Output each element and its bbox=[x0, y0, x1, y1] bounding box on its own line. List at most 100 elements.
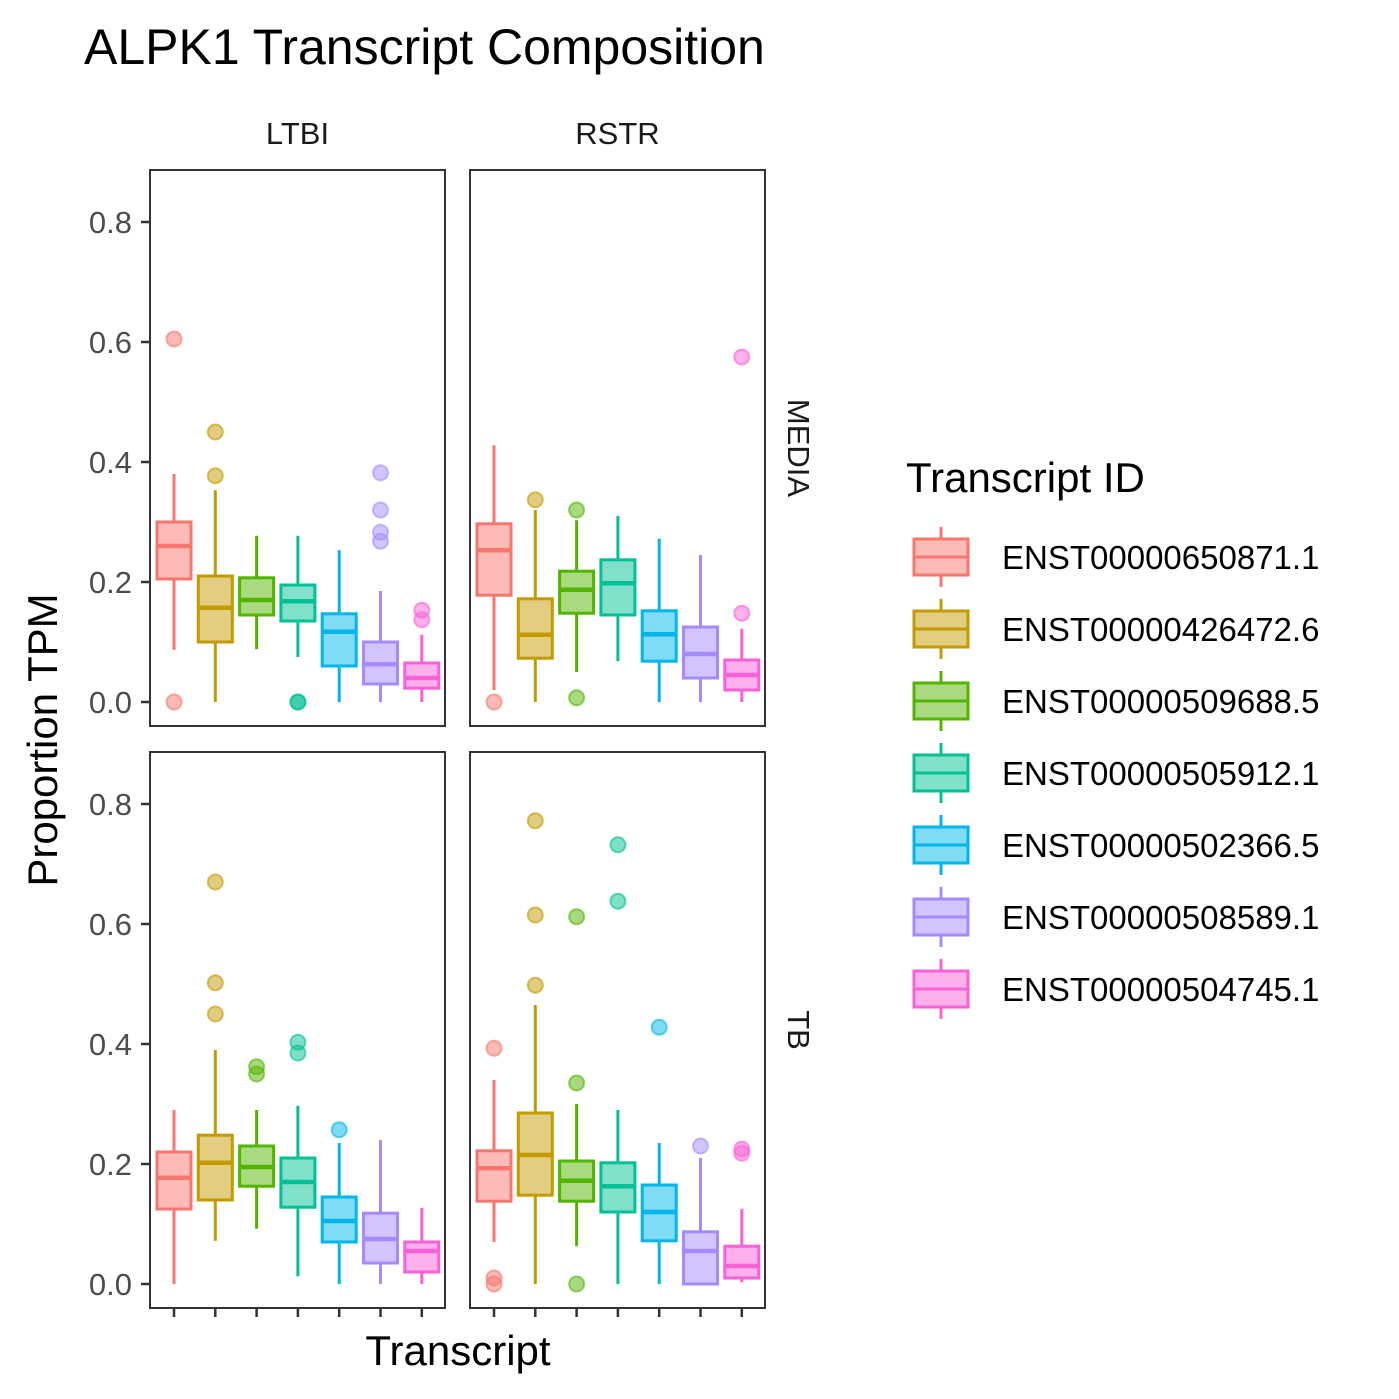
box-ENST00000502366.5 bbox=[640, 538, 678, 702]
box-ENST00000650871.1 bbox=[155, 330, 193, 711]
box-ENST00000650871.1 bbox=[475, 1039, 513, 1293]
box-body bbox=[403, 661, 441, 690]
legend-items: ENST00000650871.1 ENST00000426472.6 ENST00… bbox=[912, 527, 1319, 1019]
outlier-point bbox=[526, 976, 544, 994]
legend-item-label: ENST00000426472.6 bbox=[1002, 611, 1319, 648]
box-body bbox=[475, 522, 513, 597]
y-tick-label: 0.4 bbox=[89, 1027, 132, 1062]
y-tick-label: 0.2 bbox=[89, 565, 132, 600]
box-ENST00000426472.6 bbox=[196, 873, 234, 1241]
outlier-point bbox=[206, 423, 224, 441]
outlier-point bbox=[372, 464, 389, 482]
outlier-point bbox=[330, 1121, 348, 1139]
y-tick-label: 0.8 bbox=[89, 787, 132, 822]
legend-item-label: ENST00000504745.1 bbox=[1002, 971, 1319, 1008]
box-ENST00000502366.5 bbox=[640, 1018, 678, 1284]
y-tick-label: 0.6 bbox=[89, 907, 132, 942]
box-ENST00000504745.1 bbox=[723, 1140, 761, 1283]
box-body bbox=[475, 1149, 513, 1203]
outlier-point bbox=[568, 501, 586, 519]
box-ENST00000505912.1 bbox=[599, 836, 637, 1284]
legend-item: ENST00000504745.1 bbox=[912, 959, 1319, 1019]
outlier-point bbox=[609, 836, 627, 854]
y-axis-label: Proportion TPM bbox=[19, 593, 66, 886]
box-ENST00000508589.1 bbox=[362, 464, 399, 702]
outlier-point bbox=[372, 532, 389, 550]
box-body bbox=[516, 597, 554, 660]
outlier-point bbox=[568, 1275, 586, 1293]
box-ENST00000508589.1 bbox=[682, 555, 719, 702]
panel-ltbi-media bbox=[149, 169, 446, 727]
legend-item: ENST00000509688.5 bbox=[912, 671, 1319, 731]
box-ENST00000426472.6 bbox=[516, 812, 554, 1284]
outlier-point bbox=[372, 501, 389, 519]
panel-border bbox=[149, 751, 446, 1309]
box-ENST00000505912.1 bbox=[279, 535, 317, 711]
outlier-point bbox=[165, 330, 183, 348]
box-body bbox=[403, 1240, 441, 1274]
box-ENST00000502366.5 bbox=[320, 550, 358, 702]
panel-border bbox=[469, 751, 766, 1309]
y-tick-label: 0.0 bbox=[89, 1267, 132, 1302]
box-body bbox=[682, 1230, 719, 1286]
outlier-point bbox=[650, 1018, 668, 1036]
box-ENST00000504745.1 bbox=[723, 348, 761, 702]
facet-label-media: MEDIA bbox=[781, 399, 816, 498]
outlier-point bbox=[206, 873, 224, 891]
outlier-point bbox=[526, 906, 544, 924]
box-ENST00000508589.1 bbox=[362, 1140, 399, 1284]
outlier-point bbox=[526, 812, 544, 830]
outlier-point bbox=[206, 467, 224, 485]
outlier-point bbox=[206, 1005, 224, 1023]
outlier-point bbox=[485, 1039, 503, 1057]
box-ENST00000509688.5 bbox=[558, 908, 596, 1293]
box-ENST00000508589.1 bbox=[682, 1137, 719, 1286]
outlier-point bbox=[733, 348, 751, 366]
box-ENST00000426472.6 bbox=[516, 491, 554, 702]
x-axis-label: Transcript bbox=[365, 1327, 550, 1374]
outlier-point bbox=[609, 892, 627, 910]
legend-item-label: ENST00000502366.5 bbox=[1002, 827, 1319, 864]
box-ENST00000509688.5 bbox=[558, 501, 596, 707]
box-ENST00000504745.1 bbox=[403, 601, 441, 702]
legend-item-label: ENST00000650871.1 bbox=[1002, 539, 1319, 576]
panel-rstr-tb bbox=[469, 751, 766, 1309]
y-tick-label: 0.6 bbox=[89, 325, 132, 360]
outlier-point bbox=[568, 689, 586, 707]
legend-item-label: ENST00000508589.1 bbox=[1002, 899, 1319, 936]
panel-border bbox=[469, 169, 766, 727]
outlier-point bbox=[289, 693, 307, 711]
box-body bbox=[196, 1133, 234, 1202]
y-tick-label: 0.2 bbox=[89, 1147, 132, 1182]
box-ENST00000502366.5 bbox=[320, 1121, 358, 1284]
outlier-point bbox=[526, 491, 544, 509]
box-ENST00000426472.6 bbox=[196, 423, 234, 702]
box-ENST00000504745.1 bbox=[403, 1207, 441, 1284]
panel-border bbox=[149, 169, 446, 727]
box-body bbox=[155, 520, 193, 581]
outlier-point bbox=[485, 693, 503, 711]
legend-item-label: ENST00000505912.1 bbox=[1002, 755, 1319, 792]
legend-title: Transcript ID bbox=[906, 454, 1145, 501]
chart-title: ALPK1 Transcript Composition bbox=[84, 19, 765, 75]
box-body bbox=[320, 612, 358, 668]
legend-item: ENST00000502366.5 bbox=[912, 815, 1319, 875]
outlier-point bbox=[733, 1144, 751, 1162]
facet-label-rstr: RSTR bbox=[575, 116, 659, 151]
facet-label-tb: TB bbox=[781, 1010, 816, 1050]
box-body bbox=[558, 569, 596, 615]
y-tick-label: 0.8 bbox=[89, 205, 132, 240]
outlier-point bbox=[289, 1044, 307, 1062]
y-tick-label: 0.4 bbox=[89, 445, 132, 480]
box-body bbox=[723, 1244, 761, 1280]
outlier-point bbox=[485, 1275, 503, 1293]
outlier-point bbox=[733, 604, 751, 622]
box-ENST00000509688.5 bbox=[238, 1058, 276, 1229]
box-ENST00000650871.1 bbox=[155, 1110, 193, 1284]
box-body bbox=[599, 558, 637, 617]
panel-ltbi-tb bbox=[149, 751, 446, 1309]
outlier-point bbox=[413, 611, 431, 629]
legend: Transcript ID ENST00000650871.1ENST00000… bbox=[906, 454, 1319, 1019]
outlier-point bbox=[568, 1074, 586, 1092]
